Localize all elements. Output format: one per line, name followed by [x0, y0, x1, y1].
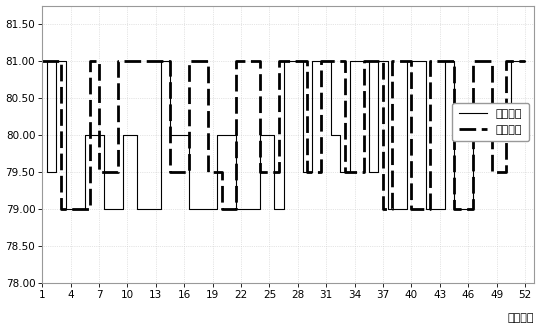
输出信号	[58, 207, 64, 211]
输入信号	[63, 207, 69, 211]
输出信号	[219, 170, 225, 174]
输出信号	[427, 207, 434, 211]
输出信号	[304, 170, 310, 174]
Line: 输入信号: 输入信号	[42, 61, 525, 209]
输出信号	[186, 59, 192, 63]
输出信号	[427, 59, 434, 63]
输出信号	[167, 170, 173, 174]
输出信号	[86, 59, 93, 63]
输出信号	[503, 59, 509, 63]
输出信号	[96, 59, 102, 63]
输出信号	[86, 207, 93, 211]
输入信号	[157, 59, 164, 63]
输出信号	[304, 59, 310, 63]
输出信号	[219, 207, 225, 211]
输出信号	[489, 59, 495, 63]
输出信号	[380, 207, 386, 211]
输出信号	[233, 207, 240, 211]
Line: 输出信号: 输出信号	[42, 61, 525, 209]
输出信号	[408, 59, 415, 63]
输出信号	[318, 59, 325, 63]
输入信号	[167, 133, 173, 137]
输出信号	[318, 170, 325, 174]
Legend: 输入信号, 输出信号: 输入信号, 输出信号	[453, 103, 529, 141]
输出信号	[114, 59, 121, 63]
输出信号	[233, 59, 240, 63]
输出信号	[205, 59, 211, 63]
输入信号	[186, 207, 192, 211]
输出信号	[256, 59, 263, 63]
输出信号	[451, 59, 457, 63]
输出信号	[389, 207, 396, 211]
输出信号	[522, 59, 528, 63]
输出信号	[361, 59, 367, 63]
输出信号	[205, 170, 211, 174]
输入信号	[214, 207, 221, 211]
输出信号	[275, 170, 282, 174]
输出信号	[489, 170, 495, 174]
输出信号	[503, 170, 509, 174]
输出信号	[39, 59, 45, 63]
输出信号	[256, 170, 263, 174]
输出信号	[186, 170, 192, 174]
输出信号	[275, 59, 282, 63]
输出信号	[451, 207, 457, 211]
输出信号	[408, 207, 415, 211]
输出信号	[167, 59, 173, 63]
输出信号	[470, 207, 476, 211]
输出信号	[58, 59, 64, 63]
输出信号	[342, 59, 348, 63]
输出信号	[470, 59, 476, 63]
输出信号	[96, 170, 102, 174]
输入信号	[337, 170, 343, 174]
输入信号	[39, 59, 45, 63]
Text: （毫秒）: （毫秒）	[508, 313, 535, 323]
输出信号	[342, 170, 348, 174]
输出信号	[389, 59, 396, 63]
输出信号	[380, 59, 386, 63]
输入信号	[119, 207, 126, 211]
输出信号	[114, 170, 121, 174]
输出信号	[361, 170, 367, 174]
输入信号	[522, 59, 528, 63]
